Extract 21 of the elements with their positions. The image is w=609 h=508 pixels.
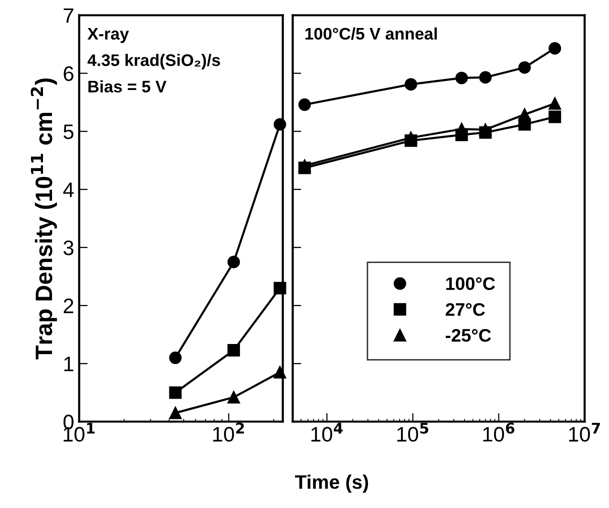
x-tick-label: 10$^{6}$: [483, 422, 514, 442]
y-axis-title: Trap Density (10$^{11}$ cm$^{−2}$): [30, 78, 57, 360]
legend-label: -25°C: [446, 328, 491, 342]
x-axis-title: Time (s): [295, 474, 368, 493]
y-tick-label: 2: [64, 298, 74, 314]
y-tick-label: 3: [64, 240, 74, 256]
legend-label: 27°C: [446, 303, 485, 316]
y-tick-label: 5: [64, 124, 74, 140]
x-tick-label: 10$^{5}$: [397, 422, 428, 442]
annotation: Bias = 5 V: [88, 80, 166, 93]
x-tick-label: 10$^{2}$: [213, 422, 244, 442]
annotation: X-ray: [87, 28, 129, 43]
y-tick-label: 4: [63, 182, 74, 197]
y-tick-label: 7: [64, 8, 74, 23]
annotation: 4.35 krad(SiO₂)/s: [88, 54, 220, 70]
annotation: 100°C/5 V anneal: [305, 27, 437, 40]
x-tick-label: 10$^{7}$: [569, 422, 600, 442]
x-tick-label: 10$^{4}$: [311, 422, 343, 442]
y-tick-label: 6: [64, 66, 74, 82]
y-tick-label: 1: [64, 356, 74, 372]
legend-label: 100°C: [446, 277, 495, 290]
